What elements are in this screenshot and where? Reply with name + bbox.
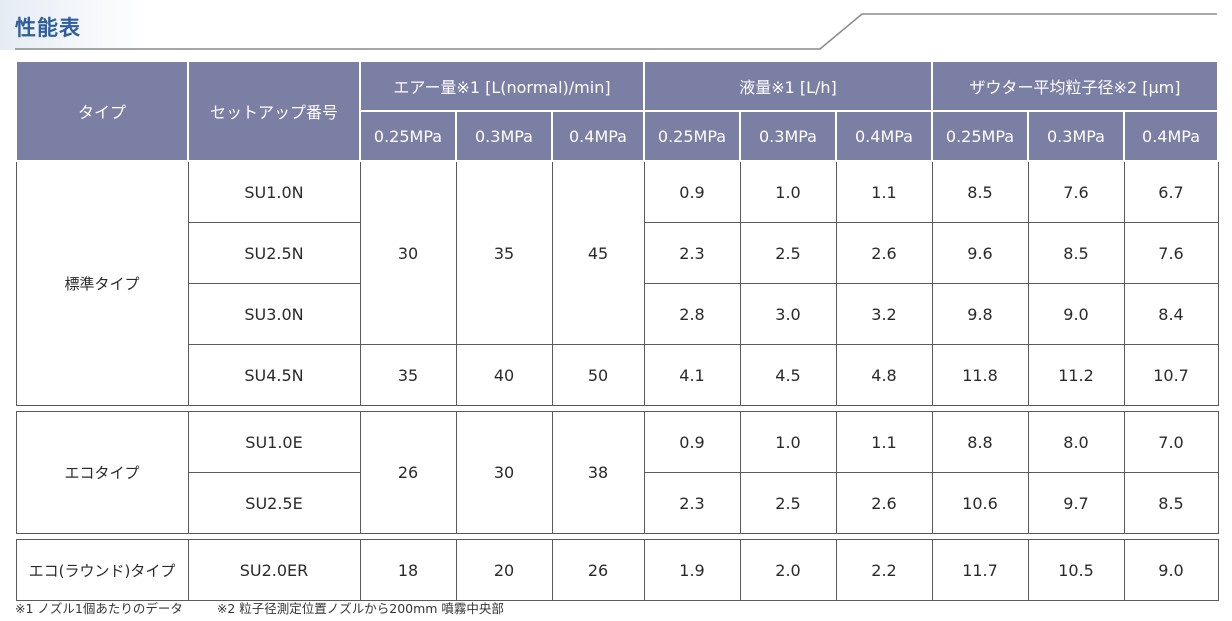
- type-cell: エコ(ラウンド)タイプ: [15, 539, 189, 601]
- particle-value-cell: 9.7: [1027, 472, 1125, 534]
- header-pressure: 0.3MPa: [739, 110, 837, 162]
- air-value-cell: 30: [359, 160, 457, 345]
- particle-value-cell: 8.0: [1027, 411, 1125, 473]
- liquid-value-cell: 4.8: [835, 344, 933, 406]
- liquid-value-cell: 1.1: [835, 160, 933, 223]
- particle-value-cell: 8.5: [1027, 222, 1125, 284]
- liquid-value-cell: 1.0: [739, 411, 837, 473]
- setup-cell: SU1.0E: [187, 411, 361, 473]
- liquid-value-cell: 3.2: [835, 283, 933, 345]
- footnotes: ※1 ノズル1個あたりのデータ ※2 粒子径測定位置ノズルから200mm 噴霧中…: [15, 598, 534, 617]
- liquid-value-cell: 2.3: [643, 472, 741, 534]
- particle-value-cell: 7.6: [1027, 160, 1125, 223]
- air-value-cell: 40: [455, 344, 553, 406]
- group-separator: [16, 533, 1219, 540]
- liquid-value-cell: 3.0: [739, 283, 837, 345]
- header-row-pressures: 0.25MPa 0.3MPa 0.4MPa 0.25MPa 0.3MPa 0.4…: [16, 110, 1220, 162]
- air-value-cell: 30: [455, 411, 553, 534]
- setup-cell: SU2.5E: [187, 472, 361, 534]
- liquid-value-cell: 1.9: [643, 539, 741, 601]
- title-underline-decoration: [0, 0, 1217, 50]
- particle-value-cell: 11.7: [931, 539, 1029, 601]
- header-pressure: 0.25MPa: [643, 110, 741, 162]
- air-value-cell: 38: [551, 411, 645, 534]
- particle-value-cell: 10.7: [1123, 344, 1219, 406]
- air-value-cell: 26: [359, 411, 457, 534]
- type-cell: 標準タイプ: [15, 160, 189, 406]
- header-pressure: 0.3MPa: [1027, 110, 1125, 162]
- air-value-cell: 20: [455, 539, 553, 601]
- air-value-cell: 18: [359, 539, 457, 601]
- header-particle-size: ザウター平均粒子径※2 [μm]: [930, 60, 1220, 112]
- liquid-value-cell: 2.6: [835, 222, 933, 284]
- table-row: SU2.5N 2.3 2.5 2.6 9.6 8.5 7.6: [16, 222, 1219, 284]
- page-title: 性能表: [15, 16, 81, 40]
- particle-value-cell: 7.6: [1123, 222, 1219, 284]
- liquid-value-cell: 0.9: [643, 411, 741, 473]
- liquid-value-cell: 2.5: [739, 222, 837, 284]
- liquid-value-cell: 2.3: [643, 222, 741, 284]
- particle-value-cell: 10.6: [931, 472, 1029, 534]
- table-row: エコ(ラウンド)タイプ SU2.0ER 18 20 26 1.9 2.0 2.2…: [15, 539, 1219, 601]
- particle-value-cell: 10.5: [1027, 539, 1125, 601]
- header-pressure: 0.25MPa: [931, 110, 1029, 162]
- liquid-value-cell: 2.5: [739, 472, 837, 534]
- table-row: SU4.5N 35 40 50 4.1 4.5 4.8 11.8 11.2 10…: [16, 344, 1219, 406]
- footnote-2: ※2 粒子径測定位置ノズルから200mm 噴霧中央部: [216, 601, 504, 616]
- particle-value-cell: 9.0: [1123, 539, 1219, 601]
- title-bar: 性能表: [0, 0, 1232, 56]
- setup-cell: SU2.5N: [187, 222, 361, 284]
- liquid-value-cell: 2.2: [835, 539, 933, 601]
- group-separator: [16, 405, 1219, 412]
- particle-value-cell: 9.0: [1027, 283, 1125, 345]
- type-cell: エコタイプ: [15, 411, 189, 534]
- footnote-1: ※1 ノズル1個あたりのデータ: [15, 601, 183, 616]
- particle-value-cell: 7.0: [1123, 411, 1219, 473]
- air-value-cell: 50: [551, 344, 645, 406]
- air-value-cell: 26: [551, 539, 645, 601]
- air-value-cell: 35: [359, 344, 457, 406]
- air-value-cell: 45: [551, 160, 645, 345]
- particle-value-cell: 8.4: [1123, 283, 1219, 345]
- table-row: 標準タイプ SU1.0N 30 35 45 0.9 1.0 1.1 8.5 7.…: [15, 160, 1219, 406]
- particle-value-cell: 8.5: [931, 160, 1029, 223]
- particle-value-cell: 11.2: [1027, 344, 1125, 406]
- header-pressure: 0.3MPa: [455, 110, 553, 162]
- liquid-value-cell: 2.8: [643, 283, 741, 345]
- header-setup-number: セットアップ番号: [187, 60, 361, 162]
- table-row: SU2.5E 2.3 2.5 2.6 10.6 9.7 8.5: [16, 472, 1219, 534]
- particle-value-cell: 9.8: [931, 283, 1029, 345]
- liquid-value-cell: 4.5: [739, 344, 837, 406]
- liquid-value-cell: 1.0: [739, 160, 837, 223]
- setup-cell: SU4.5N: [187, 344, 361, 406]
- header-row-main: タイプ セットアップ番号 エアー量※1 [L(normal)/min] 液量※1…: [15, 60, 1220, 162]
- setup-cell: SU1.0N: [187, 160, 361, 223]
- particle-value-cell: 9.6: [931, 222, 1029, 284]
- setup-cell: SU2.0ER: [187, 539, 361, 601]
- liquid-value-cell: 2.6: [835, 472, 933, 534]
- header-liquid-volume: 液量※1 [L/h]: [643, 60, 933, 112]
- header-pressure: 0.4MPa: [551, 110, 645, 162]
- liquid-value-cell: 1.1: [835, 411, 933, 473]
- liquid-value-cell: 2.0: [739, 539, 837, 601]
- performance-table: タイプ セットアップ番号 エアー量※1 [L(normal)/min] 液量※1…: [15, 60, 1220, 601]
- header-type: タイプ: [15, 60, 189, 162]
- liquid-value-cell: 4.1: [643, 344, 741, 406]
- setup-cell: SU3.0N: [187, 283, 361, 345]
- header-air-volume: エアー量※1 [L(normal)/min]: [359, 60, 645, 112]
- particle-value-cell: 8.8: [931, 411, 1029, 473]
- air-value-cell: 35: [455, 160, 553, 345]
- table-row: エコタイプ SU1.0E 26 30 38 0.9 1.0 1.1 8.8 8.…: [15, 411, 1219, 534]
- particle-value-cell: 11.8: [931, 344, 1029, 406]
- header-pressure: 0.4MPa: [1122, 110, 1220, 162]
- header-pressure: 0.25MPa: [359, 110, 457, 162]
- particle-value-cell: 6.7: [1123, 160, 1219, 223]
- liquid-value-cell: 0.9: [643, 160, 741, 223]
- header-pressure: 0.4MPa: [835, 110, 933, 162]
- particle-value-cell: 8.5: [1123, 472, 1219, 534]
